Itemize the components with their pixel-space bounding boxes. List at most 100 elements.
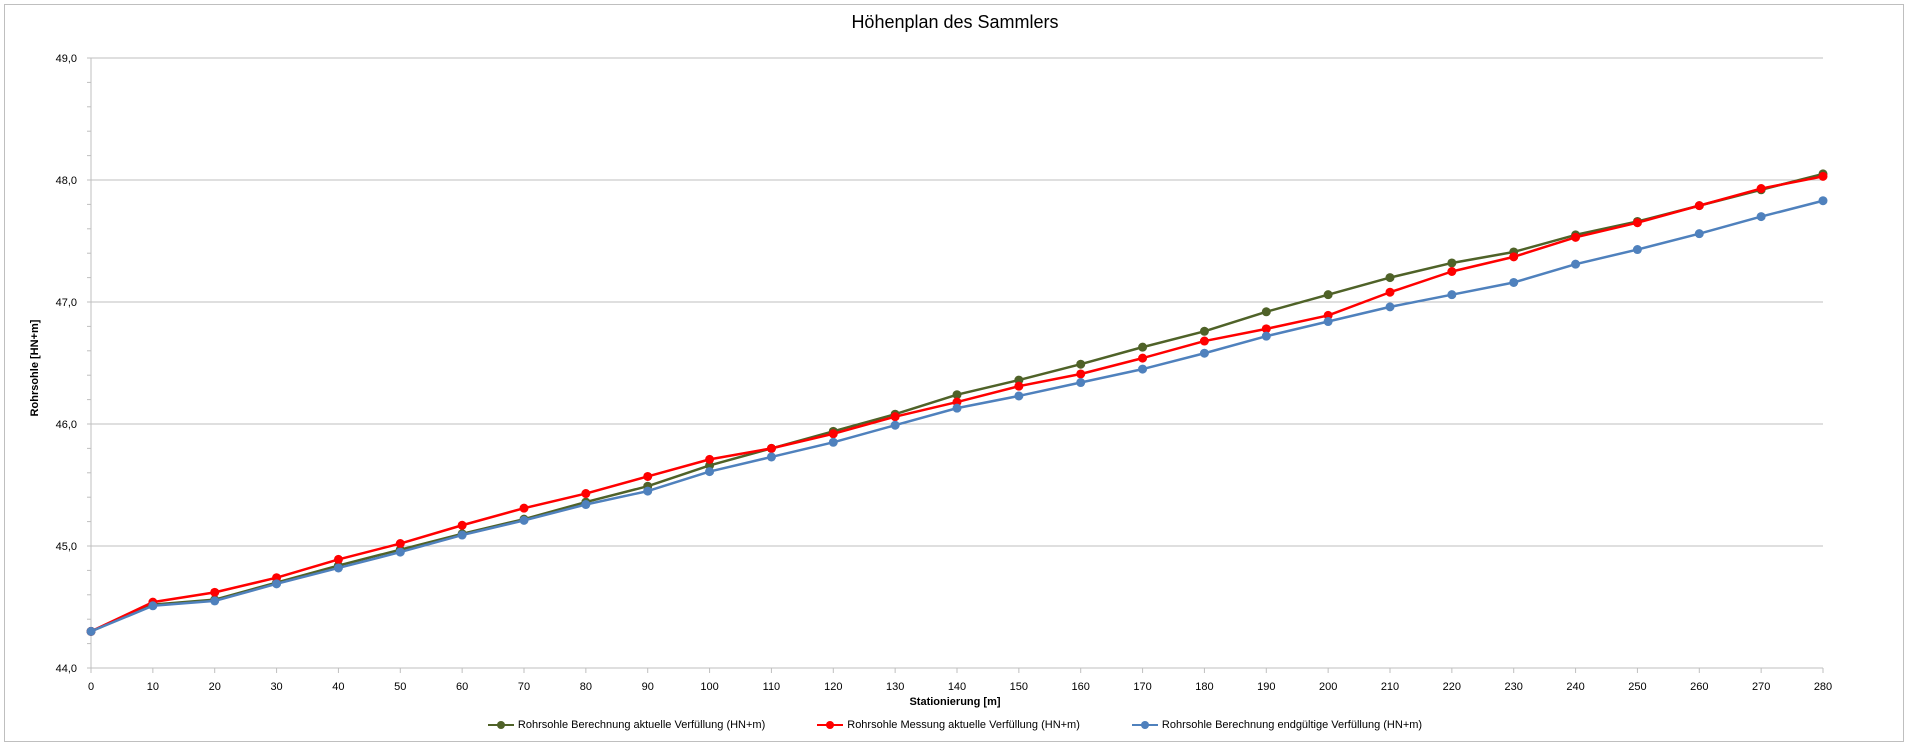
legend-item-1: Rohrsohle Berechnung aktuelle Verfüllung… <box>487 719 765 731</box>
x-tick-label: 150 <box>1010 681 1028 693</box>
x-tick-label: 220 <box>1443 681 1461 693</box>
x-tick-label: 280 <box>1814 681 1832 693</box>
legend-label: Rohrsohle Messung aktuelle Verfüllung (H… <box>847 719 1080 731</box>
series-2-point <box>333 554 343 564</box>
y-axis-title: Rohrsohle [HN+m] <box>29 319 41 416</box>
y-tick-label: 48,0 <box>56 175 77 187</box>
x-tick-label: 170 <box>1133 681 1151 693</box>
series-2-point <box>828 429 838 439</box>
series-2-point <box>1447 267 1457 276</box>
series-2-point <box>766 443 776 453</box>
series-1-point <box>1076 359 1086 369</box>
chart-frame <box>4 4 1904 742</box>
series-3-point <box>210 596 220 606</box>
x-tick-label: 140 <box>948 681 966 693</box>
series-1-point <box>1447 258 1457 268</box>
series-2-point <box>1632 218 1642 228</box>
series-2-point <box>1199 336 1209 346</box>
series-3-point <box>828 437 838 447</box>
x-tick-label: 110 <box>763 681 781 693</box>
series-1-point <box>1199 326 1209 336</box>
series-3-point <box>272 579 282 589</box>
series-2-point <box>890 412 900 422</box>
series-2-point <box>581 489 591 499</box>
series-2-point <box>519 503 529 513</box>
series-3-point <box>1076 378 1086 388</box>
x-tick-label: 0 <box>88 681 94 693</box>
x-tick-label: 180 <box>1195 681 1213 693</box>
series-1-point <box>1261 307 1271 317</box>
series-2-point <box>1261 324 1271 334</box>
series-3-point <box>1756 212 1766 222</box>
series-3-point <box>705 467 715 477</box>
series-3-point <box>1571 259 1581 269</box>
series-3-point <box>457 530 467 540</box>
series-1-point <box>1138 342 1148 352</box>
series-3-point <box>148 601 158 611</box>
x-tick-label: 260 <box>1690 681 1708 693</box>
series-3-point <box>952 403 962 413</box>
series-3-point <box>519 515 529 525</box>
series-2-point <box>643 471 653 481</box>
series-3-point <box>1818 196 1828 206</box>
x-tick-label: 30 <box>270 681 282 693</box>
series-2-point <box>705 454 715 464</box>
series-2-point <box>1076 369 1086 379</box>
legend-swatch <box>1131 720 1158 730</box>
series-3-point <box>1385 302 1395 312</box>
series-1-point <box>1385 273 1395 283</box>
series-3-point <box>1509 277 1519 287</box>
legend: Rohrsohle Berechnung aktuelle Verfüllung… <box>0 719 1910 731</box>
gridlines <box>91 57 1823 669</box>
series-line-3 <box>90 199 1824 633</box>
x-tick-label: 200 <box>1319 681 1337 693</box>
series-3-point <box>1199 348 1209 358</box>
series-3-point <box>86 626 96 636</box>
series-3-point <box>1323 317 1333 327</box>
x-tick-label: 270 <box>1752 681 1770 693</box>
x-tick-label: 120 <box>824 681 842 693</box>
series-2-point <box>1014 381 1024 391</box>
series-2-point <box>1138 353 1148 363</box>
series-2-point <box>1756 184 1766 194</box>
x-tick-label: 100 <box>700 681 718 693</box>
series-3-point <box>1261 331 1271 341</box>
series-3-point <box>1138 364 1148 374</box>
legend-item-3: Rohrsohle Berechnung endgültige Verfüllu… <box>1131 719 1423 731</box>
axes: 44,0 45,0 46,0 47,0 48,0 49,0 0 10 20 30 40 50 60 70 8… <box>56 53 1833 693</box>
series-2-point <box>457 520 467 530</box>
x-tick-label: 160 <box>1072 681 1090 693</box>
series-3-point <box>1632 245 1642 255</box>
legend-swatch <box>487 720 514 730</box>
x-tick-label: 250 <box>1628 681 1646 693</box>
series-2-point <box>1571 232 1581 242</box>
series-2-point <box>395 539 405 549</box>
x-tick-label: 90 <box>642 681 654 693</box>
x-tick-label: 130 <box>886 681 904 693</box>
x-tick-label: 190 <box>1257 681 1275 693</box>
series-3-point <box>1447 290 1457 300</box>
legend-label: Rohrsohle Berechnung endgültige Verfüllu… <box>1161 719 1423 731</box>
x-tick-label: 40 <box>332 681 344 693</box>
x-tick-label: 20 <box>209 681 221 693</box>
legend-item-2: Rohrsohle Messung aktuelle Verfüllung (H… <box>817 719 1080 731</box>
series-3-point <box>1694 229 1704 239</box>
y-tick-label: 46,0 <box>56 419 77 431</box>
series-2-point <box>1385 287 1395 297</box>
x-tick-label: 10 <box>147 681 159 693</box>
series-3-point <box>1014 391 1024 401</box>
series-3-point <box>643 486 653 496</box>
series-3-point <box>581 500 591 510</box>
x-tick-label: 70 <box>518 681 530 693</box>
x-tick-label: 210 <box>1381 681 1399 693</box>
series-layer <box>86 169 1828 636</box>
series-2-point <box>1818 171 1828 181</box>
series-2-point <box>210 587 220 597</box>
x-tick-label: 240 <box>1566 681 1584 693</box>
y-tick-label: 47,0 <box>56 297 77 309</box>
x-tick-label: 230 <box>1505 681 1523 693</box>
y-tick-label: 49,0 <box>56 53 77 65</box>
series-3-point <box>333 563 343 573</box>
x-tick-label: 50 <box>394 681 406 693</box>
